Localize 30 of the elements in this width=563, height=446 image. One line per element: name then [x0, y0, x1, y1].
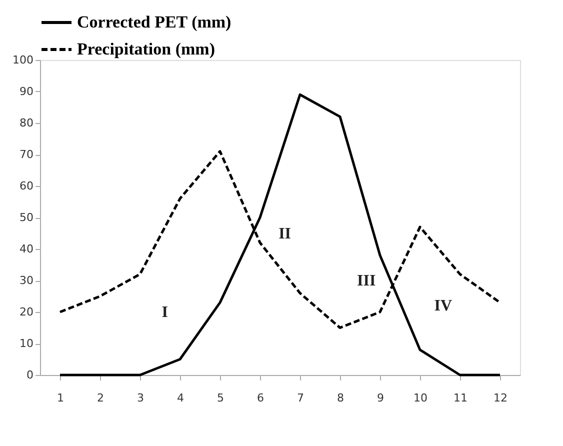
y-tick-label: 0 — [26, 368, 34, 382]
x-tick-label: 3 — [137, 392, 144, 404]
legend-label: Precipitation (mm) — [77, 40, 216, 58]
x-tick-label: 4 — [177, 392, 184, 404]
y-tick-label: 20 — [20, 306, 34, 318]
x-tick-label: 5 — [217, 392, 224, 404]
y-tick-label: 100 — [12, 54, 34, 66]
x-tick-label: 8 — [337, 392, 344, 404]
y-tick-label: 50 — [20, 211, 34, 224]
legend-label: Corrected PET (mm) — [77, 12, 232, 32]
y-tick-label: 30 — [20, 274, 34, 287]
x-tick-label: 10 — [414, 392, 428, 404]
y-tick-label: 70 — [20, 148, 34, 161]
y-tick-label: 10 — [20, 337, 34, 350]
x-tick-label: 9 — [377, 392, 384, 404]
x-tick-label: 11 — [454, 392, 468, 404]
x-tick-label: 6 — [257, 392, 264, 404]
annotation: IV — [434, 298, 453, 315]
annotation: I — [162, 304, 168, 321]
x-tick-label: 12 — [494, 392, 508, 404]
line-series — [58, 93, 502, 376]
annotation: III — [357, 272, 376, 290]
x-tick-label: 1 — [57, 392, 64, 404]
y-tick-label: 40 — [20, 242, 34, 256]
y-tick-label: 90 — [20, 85, 34, 98]
y-tick-label: 60 — [20, 180, 34, 192]
annotation: II — [278, 225, 292, 242]
x-tick-label: 7 — [297, 392, 304, 404]
x-tick-label: 2 — [97, 392, 104, 404]
y-tick-label: 80 — [20, 116, 34, 130]
